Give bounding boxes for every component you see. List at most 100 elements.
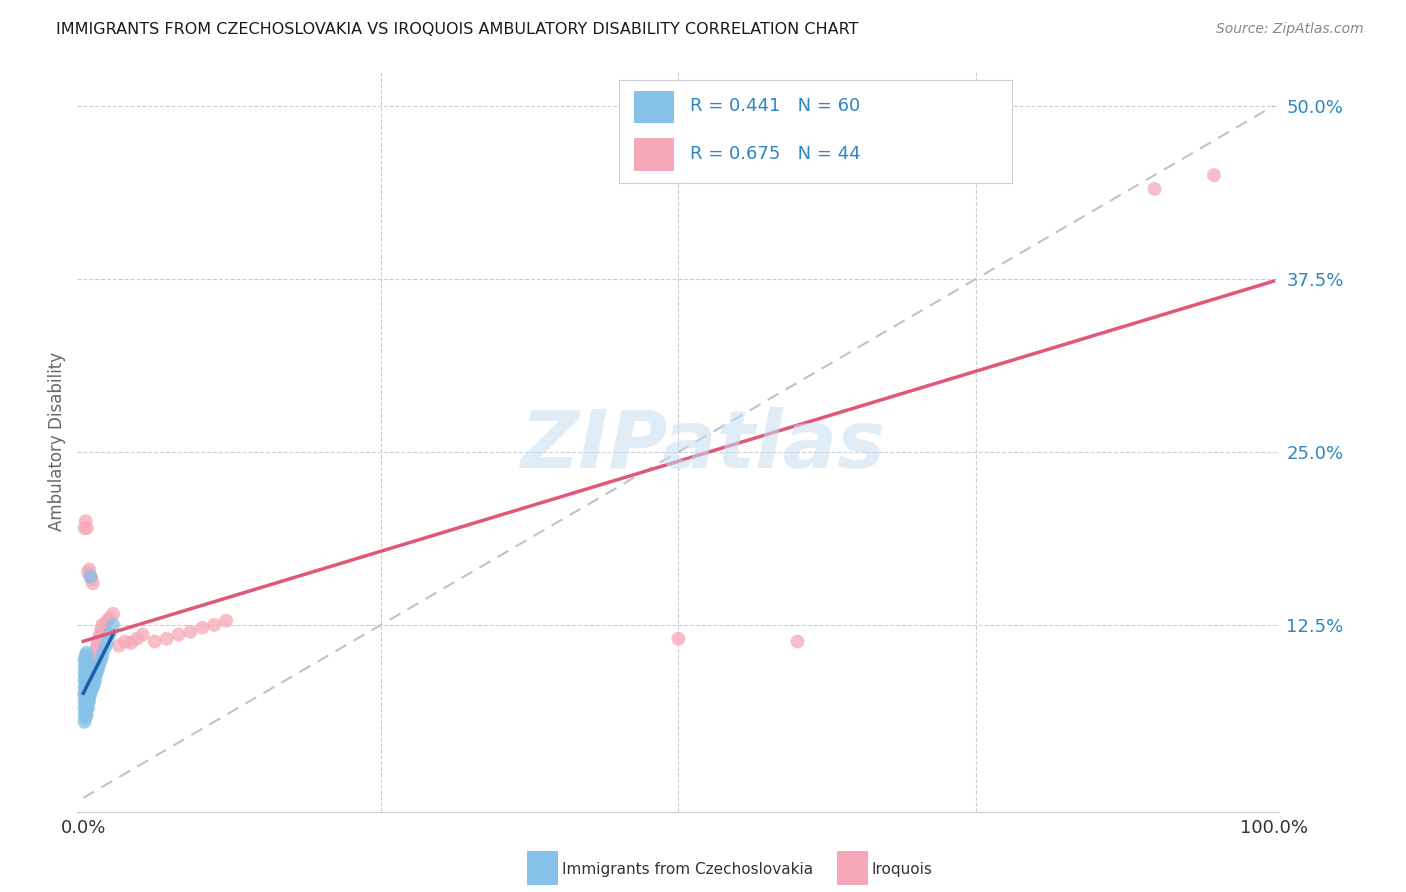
Point [87,659,110,673]
Point [93,641,115,656]
Point [76,673,98,688]
Point [73,521,96,535]
Text: Iroquois: Iroquois [872,863,932,877]
Point [77,680,100,694]
Point [73,652,96,666]
Point [79,569,101,583]
Point [75,690,97,704]
Point [77,669,100,683]
Point [79,569,101,583]
Point [73,694,96,708]
Point [80,676,103,690]
Point [76,646,98,660]
Point [76,666,98,681]
Point [90,652,112,666]
Point [101,618,124,632]
Point [75,676,97,690]
Point [77,666,100,681]
Point [132,627,155,641]
Point [73,714,96,729]
Point [83,652,105,666]
Point [75,655,97,669]
Point [75,697,97,711]
Point [80,572,103,586]
Point [89,627,111,641]
Point [1143,182,1166,196]
Point [86,641,108,656]
Text: ZIPatlas: ZIPatlas [520,407,886,485]
Point [73,673,96,688]
Point [82,680,104,694]
Point [77,680,100,694]
Point [76,659,98,673]
Point [786,634,808,648]
Point [191,621,214,635]
Point [96,614,118,628]
Point [114,634,136,648]
Point [79,680,101,694]
Point [89,655,111,669]
Point [75,682,97,697]
Point [1202,168,1225,182]
Point [73,659,96,673]
Point [75,669,97,683]
Point [77,687,100,701]
Point [125,632,148,646]
Point [75,662,97,676]
Point [84,648,107,663]
Point [101,607,124,621]
Point [155,632,177,646]
Point [77,694,100,708]
Point [86,664,108,678]
Point [86,666,108,681]
Point [84,669,107,683]
Point [91,648,114,663]
Point [73,687,96,701]
Text: Source: ZipAtlas.com: Source: ZipAtlas.com [1216,22,1364,37]
Point [83,677,105,691]
Point [82,673,104,688]
Point [80,659,103,673]
Point [73,687,96,701]
Bar [634,91,673,123]
Point [82,655,104,669]
Point [73,707,96,722]
Point [179,624,201,639]
Point [215,614,238,628]
Point [84,673,107,688]
Point [90,622,112,636]
Point [93,618,115,632]
Point [76,687,98,701]
Point [79,664,101,678]
Point [167,627,190,641]
Point [75,514,97,528]
Point [77,687,100,701]
Text: IMMIGRANTS FROM CZECHOSLOVAKIA VS IROQUOIS AMBULATORY DISABILITY CORRELATION CHA: IMMIGRANTS FROM CZECHOSLOVAKIA VS IROQUO… [56,22,859,37]
Point [77,673,100,688]
Point [143,634,166,648]
Point [98,627,121,641]
Point [77,566,100,580]
Point [82,576,104,591]
Point [202,618,225,632]
Point [73,666,96,681]
Point [76,652,98,666]
Text: Immigrants from Czechoslovakia: Immigrants from Czechoslovakia [562,863,814,877]
Point [75,648,97,663]
Point [79,687,101,701]
Point [86,636,108,650]
Point [75,682,97,697]
Point [77,701,100,715]
Point [80,682,103,697]
Point [91,618,114,632]
Y-axis label: Ambulatory Disability: Ambulatory Disability [48,352,66,531]
Point [77,694,100,708]
Text: R = 0.675   N = 44: R = 0.675 N = 44 [689,145,860,163]
Point [87,632,110,646]
Point [75,711,97,725]
Point [76,521,98,535]
Point [76,680,98,694]
Text: R = 0.441   N = 60: R = 0.441 N = 60 [689,97,859,115]
Point [73,701,96,715]
Point [77,563,100,577]
